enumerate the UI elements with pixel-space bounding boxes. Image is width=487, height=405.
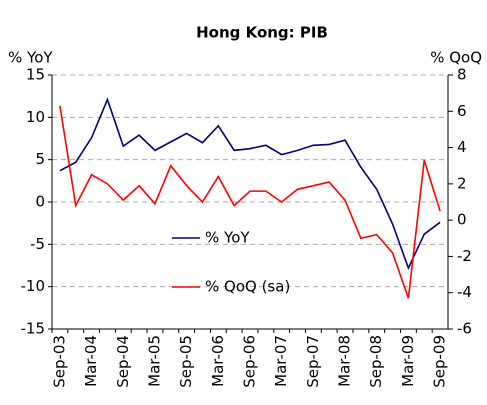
y2-axis-label: % QoQ xyxy=(430,49,482,67)
series-line xyxy=(59,105,441,299)
legend-label: % QoQ (sa) xyxy=(205,278,290,296)
x-tick-label: Mar-09 xyxy=(399,335,417,387)
legend-label: % YoY xyxy=(205,229,250,247)
y-tick-label: 0 xyxy=(35,193,45,211)
x-tick-label: Sep-04 xyxy=(114,335,132,388)
x-tick-label: Mar-06 xyxy=(209,335,227,387)
y-tick-label: -5 xyxy=(30,235,45,253)
y2-tick-label: 2 xyxy=(457,174,467,192)
y-tick-label: -10 xyxy=(21,277,46,295)
y-tick-label: 15 xyxy=(26,66,45,84)
x-tick-label: Sep-03 xyxy=(50,335,68,388)
y2-tick-label: -2 xyxy=(457,247,472,265)
y2-tick-label: 0 xyxy=(457,211,467,229)
x-tick-label: Sep-09 xyxy=(431,335,449,388)
x-tick-label: Sep-07 xyxy=(304,335,322,388)
y-tick-label: 5 xyxy=(35,150,45,168)
x-tick-label: Mar-08 xyxy=(336,335,354,387)
y-tick-label: -15 xyxy=(21,320,46,338)
y2-tick-label: 8 xyxy=(457,66,467,84)
x-tick-label: Mar-07 xyxy=(272,335,290,387)
x-tick-label: Sep-06 xyxy=(241,335,259,388)
y2-tick-label: 6 xyxy=(457,102,467,120)
x-tick-label: Sep-05 xyxy=(177,335,195,388)
y-axis-label: % YoY xyxy=(8,49,53,67)
series-line xyxy=(59,97,441,271)
chart-title: Hong Kong: PIB xyxy=(196,24,328,42)
y2-tick-label: -4 xyxy=(457,283,472,301)
y2-tick-label: 4 xyxy=(457,138,467,156)
x-tick-label: Mar-04 xyxy=(82,335,100,387)
y-tick-label: 10 xyxy=(26,108,45,126)
x-tick-label: Mar-05 xyxy=(145,335,163,387)
y2-tick-label: -6 xyxy=(457,320,472,338)
x-tick-label: Sep-08 xyxy=(367,335,385,388)
